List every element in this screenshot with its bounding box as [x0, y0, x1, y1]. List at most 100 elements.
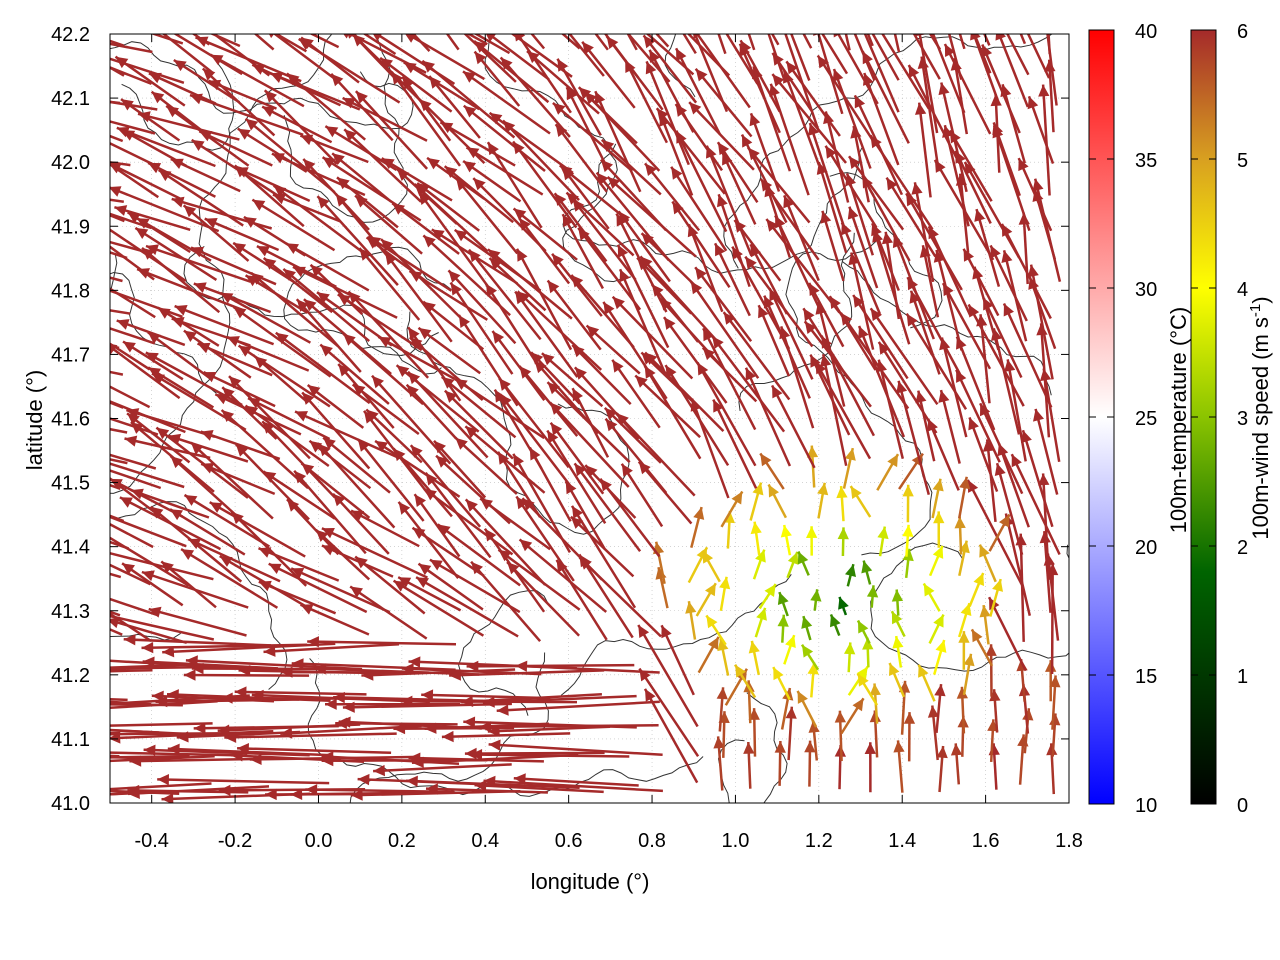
wind-vector-8-1-head	[61, 498, 74, 508]
wind-vector-15-30-head	[1001, 250, 1013, 263]
wind-vector-7-13-head	[437, 524, 451, 536]
wind-vector-6-5-head	[181, 549, 195, 560]
contour-line	[738, 232, 855, 411]
wind-vector-22-1-shaft	[110, 120, 156, 135]
wind-vector-21-12-shaft	[418, 98, 486, 164]
wind-vector-14-18-shaft	[618, 268, 667, 374]
wind-vector-22-4-shaft	[137, 112, 240, 141]
wind-vector-7-1-shaft	[110, 563, 151, 586]
wind-vector-22-23-shaft	[784, 34, 821, 133]
wind-vector-1-12-head	[321, 755, 334, 767]
wind-vector-4-22-head	[785, 635, 796, 648]
wind-vector-7-5-head	[188, 538, 201, 550]
wind-vector-0-27-head	[936, 746, 948, 759]
wind-vector-3-12-head	[333, 691, 345, 704]
wind-vector-14-19-shaft	[611, 295, 694, 380]
wind-vector-23-25-shaft	[836, 34, 879, 105]
wind-vector-21-1-shaft	[110, 141, 155, 166]
wind-vector-17-16-head	[562, 214, 574, 228]
x-tick-label: 1.6	[972, 830, 1000, 852]
wind-vector-25-6-shaft	[273, 34, 308, 53]
wind-vector-22-22-shaft	[738, 43, 781, 134]
wind-vector-15-28-head	[933, 249, 945, 263]
wind-vector-12-29-shaft	[955, 336, 996, 431]
wind-vector-24-15-head	[503, 34, 504, 35]
wind-vector-1-9-head	[237, 743, 249, 755]
wind-vector-11-24-head	[820, 354, 832, 367]
wind-vector-24-14-head	[485, 34, 497, 42]
wind-vector-21-9-shaft	[324, 125, 398, 171]
wind-vector-25-7-shaft	[309, 34, 340, 49]
wind-vector-8-7-head	[287, 499, 300, 512]
wind-vector-5-5-shaft	[123, 638, 272, 647]
wind-vector-17-12-head	[419, 192, 431, 205]
wind-vector-24-4-shaft	[173, 34, 243, 76]
wind-vector-20-31-shaft	[1041, 84, 1051, 196]
wind-vector-6-28-head	[973, 573, 984, 586]
y-tick-label: 41.3	[51, 601, 90, 623]
wind-vector-17-29-head	[974, 209, 986, 222]
wind-vector-1-25-head	[869, 710, 881, 723]
wind-vector-22-29-shaft	[943, 43, 992, 135]
wind-vector-0-18-shaft	[483, 779, 663, 793]
wind-vector-0-18-head	[483, 775, 496, 788]
wind-vector-12-26-shaft	[857, 325, 906, 438]
wind-vector-1-17-head	[470, 749, 483, 761]
wind-vector-9-20-head	[731, 491, 743, 505]
wind-vector-19-2-head	[114, 205, 128, 216]
wind-vector-21-8-head	[300, 134, 314, 146]
wind-vector-14-31-head	[1027, 264, 1039, 278]
wind-vector-15-13-head	[448, 270, 461, 283]
wind-vector-3-3-head	[92, 703, 104, 714]
wind-vector-22-24-shaft	[785, 60, 841, 137]
wind-vector-2-25-head	[869, 683, 881, 696]
wind-vector-24-13-shaft	[463, 34, 517, 83]
contour-line	[746, 692, 788, 803]
wind-vector-2-19-shaft	[637, 624, 699, 728]
y-tick-label: 41.4	[51, 537, 90, 559]
wind-vector-15-18-shaft	[616, 244, 670, 349]
wind-vector-5-9-shaft	[263, 642, 400, 654]
colorbar-tick-label: 3	[1237, 408, 1248, 430]
wind-vector-1-4-shaft	[110, 751, 248, 757]
x-tick-label: -0.2	[218, 830, 252, 852]
wind-vector-21-7-head	[264, 90, 277, 103]
wind-vector-25-3-shaft	[191, 34, 211, 46]
wind-vector-0-11-shaft	[305, 788, 455, 794]
wind-vector-5-4-shaft	[148, 607, 247, 637]
wind-vector-21-3-shaft	[116, 126, 216, 168]
x-tick-label: 1.2	[805, 830, 833, 852]
wind-vector-10-21-head	[713, 399, 724, 413]
wind-vector-5-7-head	[162, 646, 175, 658]
wind-vector-17-25-head	[847, 206, 859, 220]
colorbar-tick-label: 15	[1135, 666, 1157, 688]
wind-vector-24-25-shaft	[853, 34, 876, 81]
wind-vector-22-23-head	[780, 21, 791, 34]
wind-vector-22-27-shaft	[918, 34, 939, 134]
wind-vector-13-12-head	[409, 337, 423, 350]
wind-vector-24-8-shaft	[300, 36, 360, 84]
wind-vector-18-8-shaft	[272, 184, 362, 253]
wind-vector-22-19-head	[649, 49, 660, 63]
wind-vector-9-26-head	[902, 484, 914, 497]
wind-vector-25-23-shaft	[802, 34, 813, 49]
wind-vector-23-5-shaft	[207, 79, 277, 110]
wind-vector-11-26-shaft	[877, 359, 905, 459]
wind-vector-24-26-shaft	[871, 34, 900, 81]
wind-vector-21-9-head	[325, 126, 339, 138]
wind-vector-6-7-shaft	[258, 580, 337, 615]
wind-vector-3-8-head	[234, 686, 247, 698]
wind-vector-10-1-shaft	[110, 469, 162, 490]
wind-vector-15-9-head	[317, 292, 330, 304]
wind-vector-5-6-head	[141, 642, 154, 654]
wind-vector-23-14-shaft	[473, 40, 550, 104]
wind-vector-6-26-head	[891, 589, 904, 602]
wind-vector-12-5-head	[222, 387, 235, 400]
wind-vector-14-17-head	[586, 325, 600, 338]
contour-line	[121, 34, 332, 151]
wind-vector-14-26-shaft	[852, 294, 909, 380]
y-tick-label: 42.1	[51, 88, 90, 110]
wind-vector-9-10-shaft	[356, 438, 425, 522]
wind-vector-25-8-shaft	[352, 34, 367, 48]
